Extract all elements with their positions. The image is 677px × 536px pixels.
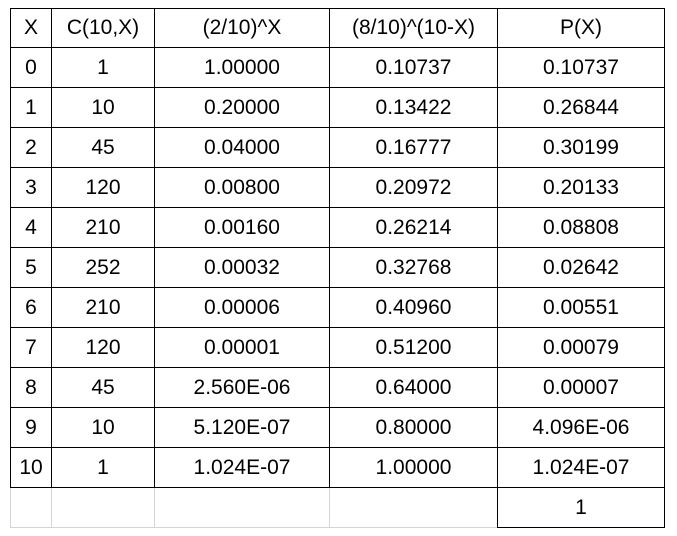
table-cell: 45 (51, 127, 155, 168)
table-cell: 5 (10, 247, 52, 288)
table-cell: 0.10737 (329, 47, 498, 88)
table-cell: 0.51200 (329, 327, 498, 368)
total-cell: 1 (497, 487, 665, 528)
table-cell: 120 (51, 327, 155, 368)
table-cell: 0.26214 (329, 207, 498, 248)
table-cell: 210 (51, 287, 155, 328)
table-cell: 0.02642 (497, 247, 665, 288)
table-cell: 3 (10, 167, 52, 208)
table-cell: 0.64000 (329, 367, 498, 408)
table-cell: 0.40960 (329, 287, 498, 328)
table-cell: 0.00800 (154, 167, 330, 208)
table-cell: 0.00001 (154, 327, 330, 368)
table-cell: 0.00551 (497, 287, 665, 328)
table-cell: 120 (51, 167, 155, 208)
table-cell: 0.80000 (329, 407, 498, 448)
table-cell: 0.04000 (154, 127, 330, 168)
table-cell: 5.120E-07 (154, 407, 330, 448)
table-cell: 0.13422 (329, 87, 498, 128)
table-cell: 0.30199 (497, 127, 665, 168)
table-cell: 10 (51, 87, 155, 128)
header-cell: (8/10)^(10-X) (329, 8, 498, 48)
table-cell: 1.024E-07 (497, 447, 665, 488)
table-cell: 1 (10, 87, 52, 128)
table-cell: 0.00007 (497, 367, 665, 408)
empty-cell (51, 487, 155, 528)
table-cell: 4.096E-06 (497, 407, 665, 448)
table-cell: 0.00160 (154, 207, 330, 248)
table-cell: 210 (51, 207, 155, 248)
table-cell: 10 (51, 407, 155, 448)
table-cell: 0.00032 (154, 247, 330, 288)
table-cell: 45 (51, 367, 155, 408)
table-cell: 1.024E-07 (154, 447, 330, 488)
table-cell: 0 (10, 47, 52, 88)
table-cell: 2.560E-06 (154, 367, 330, 408)
table-cell: 1.00000 (329, 447, 498, 488)
table-cell: 1 (51, 447, 155, 488)
table-cell: 8 (10, 367, 52, 408)
table-cell: 0.20972 (329, 167, 498, 208)
empty-cell (154, 487, 330, 528)
table-cell: 7 (10, 327, 52, 368)
empty-cell (10, 487, 52, 528)
table-cell: 0.00006 (154, 287, 330, 328)
table-cell: 0.10737 (497, 47, 665, 88)
table-cell: 0.20133 (497, 167, 665, 208)
table-cell: 1.00000 (154, 47, 330, 88)
header-cell: (2/10)^X (154, 8, 330, 48)
table-cell: 10 (10, 447, 52, 488)
table-cell: 0.32768 (329, 247, 498, 288)
header-cell: C(10,X) (51, 8, 155, 48)
header-cell: P(X) (497, 8, 665, 48)
table-cell: 252 (51, 247, 155, 288)
table-cell: 0.08808 (497, 207, 665, 248)
table-cell: 2 (10, 127, 52, 168)
table-cell: 0.00079 (497, 327, 665, 368)
table-cell: 6 (10, 287, 52, 328)
table-cell: 9 (10, 407, 52, 448)
table-cell: 4 (10, 207, 52, 248)
empty-cell (329, 487, 498, 528)
table-cell: 0.20000 (154, 87, 330, 128)
table-cell: 0.26844 (497, 87, 665, 128)
table-cell: 1 (51, 47, 155, 88)
table-cell: 0.16777 (329, 127, 498, 168)
header-cell: X (10, 8, 52, 48)
